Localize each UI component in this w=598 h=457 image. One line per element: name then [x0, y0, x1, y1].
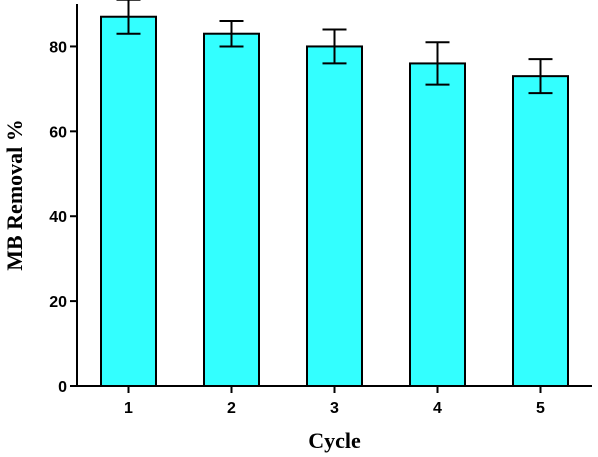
x-tick-label: 1 — [124, 400, 133, 417]
y-tick-label: 20 — [49, 294, 67, 311]
y-ticks-group: 0 20 40 60 80 — [49, 39, 77, 396]
bars-group — [100, 15, 569, 388]
bar-cycle-1 — [100, 15, 157, 387]
error-bars-group — [116, 0, 553, 95]
y-axis-title: MB Removal % — [2, 119, 27, 271]
bar-cycle-4 — [409, 62, 466, 388]
y-tick-label: 40 — [49, 209, 67, 226]
x-axis-title: Cycle — [308, 428, 361, 453]
x-tick-label: 5 — [536, 400, 545, 417]
x-tick-label: 2 — [227, 400, 236, 417]
y-tick-label: 60 — [49, 124, 67, 141]
y-tick-label: 0 — [58, 379, 67, 396]
bar-cycle-3 — [306, 45, 363, 387]
y-tick-label: 80 — [49, 39, 67, 56]
bar-cycle-2 — [203, 32, 260, 387]
x-tick-label: 3 — [330, 400, 339, 417]
bar-cycle-5 — [512, 75, 569, 388]
x-tick-label: 4 — [433, 400, 442, 417]
x-ticks-group: 1 2 3 4 5 — [124, 386, 545, 417]
